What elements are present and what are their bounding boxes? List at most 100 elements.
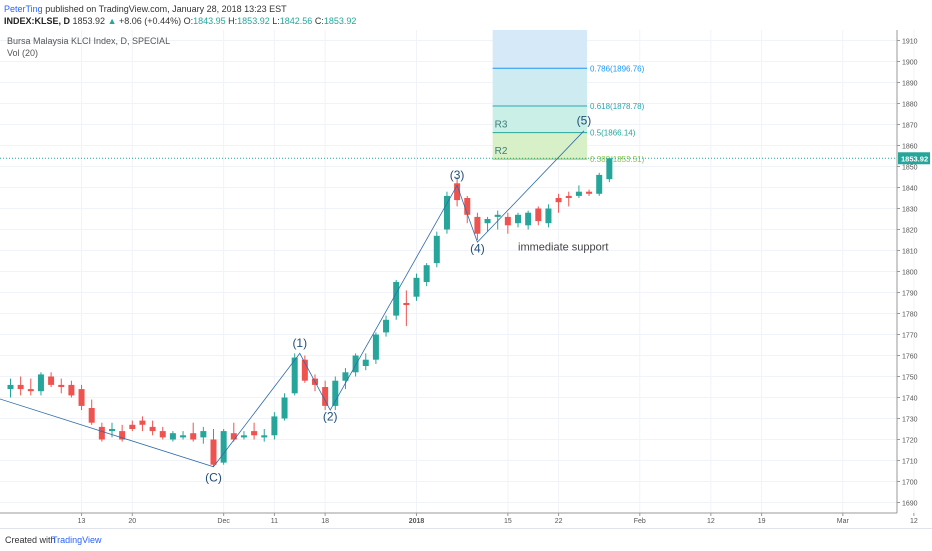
last-price-badge-label: 1853.92 (901, 154, 928, 163)
y-tick-label: 1910 (902, 39, 918, 46)
candle-up (575, 191, 582, 196)
x-tick-label: 20 (128, 518, 136, 525)
candle-down (586, 191, 593, 194)
y-tick-label: 1850 (902, 165, 918, 172)
candle-down (504, 216, 511, 226)
candle-down (139, 420, 146, 425)
candle-up (606, 158, 613, 180)
publish-header: PeterTing published on TradingView.com, … (4, 3, 356, 27)
candle-up (433, 235, 440, 264)
tradingview-logo[interactable]: TradingView (52, 535, 102, 545)
x-tick-label: 13 (78, 518, 86, 525)
x-tick-label: 22 (555, 518, 563, 525)
fib-level-label: 0.382(1853.51) (590, 155, 645, 164)
candle-up (37, 374, 44, 392)
candle-up (200, 431, 207, 438)
x-tick-label: 12 (910, 518, 918, 525)
symbol-label: INDEX:KLSE, D (4, 16, 71, 26)
last-price-badge (898, 152, 930, 165)
candle-up (413, 277, 420, 297)
candle-up (220, 431, 227, 463)
candle-up (383, 319, 390, 333)
publish-line: PeterTing published on TradingView.com, … (4, 3, 356, 15)
fib-level-label: 0.618(1878.78) (590, 102, 645, 111)
y-tick-label: 1880 (902, 102, 918, 109)
y-tick-label: 1870 (902, 123, 918, 130)
candle-up (362, 359, 369, 366)
x-tick-label: 2018 (409, 518, 425, 525)
low-label: L: (272, 16, 280, 26)
wave-label: (5) (577, 114, 592, 128)
candle-down (555, 198, 562, 203)
annotation-immediate-support: immediate support (518, 242, 609, 254)
x-tick-label: Feb (634, 518, 646, 525)
open-label: O: (183, 16, 194, 26)
candle-up (494, 214, 501, 217)
wave-label: (3) (450, 168, 465, 182)
candle-down (58, 384, 65, 387)
low-value: 1842.56 (279, 16, 313, 26)
author-link[interactable]: PeterTing (4, 4, 43, 14)
high-label: H: (228, 16, 238, 26)
candle-up (596, 174, 603, 194)
axes: 1690 1700 1710 1720 1730 1740 1750 1760 1770 1780… (0, 30, 930, 525)
candle-up (352, 355, 359, 373)
y-tick-label: 1780 (902, 312, 918, 319)
candle-up (484, 219, 491, 224)
footer: Created with TradingView (0, 528, 932, 551)
y-tick-label: 1750 (902, 375, 918, 382)
candle-down (159, 431, 166, 438)
candle-down (78, 389, 85, 406)
chart-frame[interactable]: 0.382(1853.51) 0.5(1866.14) 0.618(1878.78)… (0, 30, 932, 527)
fib-zone (492, 106, 588, 133)
candle-down (251, 431, 258, 436)
published-text: published on TradingView.com, January 28… (42, 4, 287, 14)
candle-down (454, 183, 461, 201)
candle-down (565, 195, 572, 198)
candle-down (190, 433, 197, 440)
y-tick-label: 1730 (902, 417, 918, 424)
resistance-label: R2 (495, 146, 508, 157)
x-tick-label: Mar (837, 518, 850, 525)
x-tick-label: 15 (504, 518, 512, 525)
candle-down (98, 426, 105, 440)
candle-up (291, 357, 298, 394)
candle-up (443, 195, 450, 230)
fib-zone (492, 68, 588, 107)
chart-title: Bursa Malaysia KLCI Index, D, SPECIAL (7, 36, 171, 46)
volume-label: Vol (20) (7, 48, 39, 58)
last-price: 1853.92 (72, 16, 106, 26)
price-chart[interactable]: 0.382(1853.51) 0.5(1866.14) 0.618(1878.78)… (0, 30, 932, 527)
candle-down (68, 384, 75, 396)
y-tick-label: 1760 (902, 354, 918, 361)
wave-labels: (C) (1) (2) (3) (4) (5) immediate support (205, 114, 608, 485)
x-tick-label: 18 (321, 518, 329, 525)
y-tick-label: 1770 (902, 333, 918, 340)
candle-up (261, 435, 268, 438)
fib-level-label: 0.786(1896.76) (590, 64, 645, 73)
y-tick-label: 1720 (902, 438, 918, 445)
up-arrow-icon: ▲ (107, 16, 117, 26)
open-value: 1843.95 (193, 16, 226, 26)
quote-line: INDEX:KLSE, D 1853.92 ▲ +8.06 (+0.44%) O… (4, 15, 356, 27)
candle-up (372, 334, 379, 360)
candle-down (301, 359, 308, 381)
wave-label: (4) (470, 242, 485, 256)
wave-label: (1) (292, 336, 307, 350)
y-tick-label: 1790 (902, 291, 918, 298)
candle-down (230, 433, 237, 440)
candle-up (515, 214, 521, 224)
y-tick-label: 1690 (902, 501, 918, 508)
candle-down (129, 424, 136, 429)
y-tick-label: 1810 (902, 249, 918, 256)
fib-zone (492, 132, 588, 160)
y-tick-label: 1710 (902, 459, 918, 466)
y-tick-label: 1860 (902, 144, 918, 151)
elliott-wave-lines (0, 130, 585, 468)
y-tick-label: 1830 (902, 207, 918, 214)
candle-up (545, 208, 552, 224)
candle-up (342, 372, 349, 381)
x-tick-label: 12 (707, 518, 715, 525)
candle-down (88, 408, 95, 423)
y-tick-label: 1700 (902, 480, 918, 487)
